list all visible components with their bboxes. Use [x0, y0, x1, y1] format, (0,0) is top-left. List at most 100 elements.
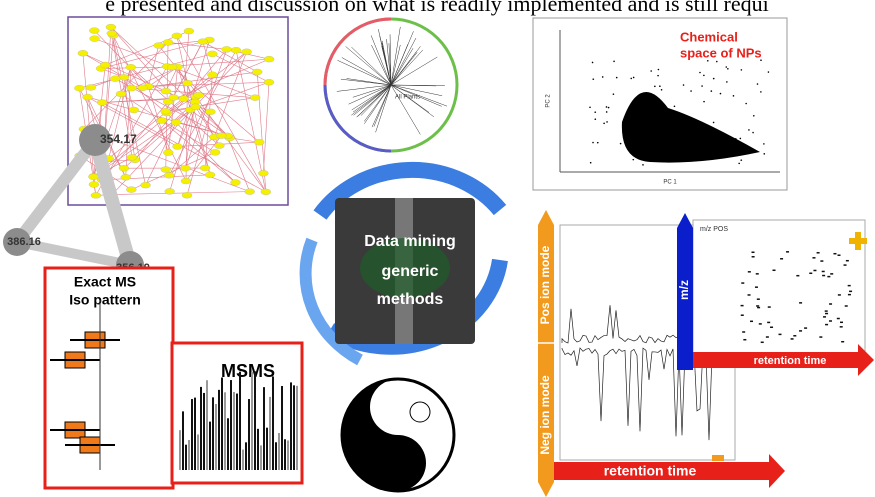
feature: [741, 282, 744, 284]
point: [703, 101, 705, 103]
node: [179, 96, 189, 102]
feature: [817, 252, 820, 254]
pca-annotation: space of NPs: [680, 45, 762, 60]
branch: [391, 48, 413, 85]
node: [182, 80, 192, 86]
y-label: PC 2: [546, 94, 552, 108]
point: [713, 122, 715, 124]
center-text: generic: [382, 263, 439, 280]
molecular-network-logo: [342, 379, 454, 491]
node-label: 354.17: [100, 132, 137, 146]
point: [643, 100, 645, 102]
point: [720, 93, 722, 95]
point: [662, 112, 664, 114]
point: [733, 95, 735, 97]
feature: [827, 276, 830, 278]
point: [716, 132, 718, 134]
node: [242, 49, 252, 55]
node: [126, 64, 136, 70]
branch: [371, 45, 391, 85]
feature: [829, 320, 832, 322]
center-text: Data mining: [364, 233, 456, 250]
legend: m/z POS: [700, 226, 728, 233]
feature: [822, 271, 825, 273]
node: [110, 76, 120, 82]
point: [726, 81, 728, 83]
feature: [848, 285, 851, 287]
feature: [779, 334, 782, 336]
feature: [786, 251, 789, 253]
node: [107, 30, 117, 36]
point: [763, 153, 765, 155]
node: [97, 100, 107, 106]
header-text: e presented and discussion on what is re…: [105, 0, 769, 16]
pca-annotation: Chemical: [680, 29, 738, 44]
feature: [757, 307, 760, 309]
node: [126, 187, 136, 193]
node: [250, 95, 260, 101]
point: [658, 69, 660, 71]
point: [589, 107, 591, 109]
point: [639, 110, 641, 112]
point: [630, 78, 632, 80]
node: [89, 28, 99, 34]
feature: [837, 318, 840, 320]
point: [680, 139, 682, 141]
node: [119, 74, 129, 80]
feature: [743, 339, 746, 341]
figure: e presented and discussion on what is re…: [0, 0, 875, 497]
node: [210, 149, 220, 155]
branch: [391, 57, 437, 85]
node: [91, 192, 101, 198]
branch: [391, 31, 414, 85]
feature: [825, 324, 828, 326]
feature: [819, 336, 822, 338]
feature: [751, 252, 754, 254]
point: [694, 140, 696, 142]
point: [753, 115, 755, 117]
point: [703, 75, 705, 77]
point: [752, 132, 754, 134]
feature: [799, 330, 802, 332]
feature: [822, 275, 825, 277]
feature: [820, 260, 823, 262]
feature: [748, 294, 751, 296]
point: [616, 77, 618, 79]
point: [666, 133, 668, 135]
node: [141, 182, 151, 188]
feature: [829, 303, 832, 305]
point: [606, 111, 608, 113]
feature: [741, 305, 744, 307]
node: [171, 119, 181, 125]
node: [90, 36, 100, 42]
node: [165, 188, 175, 194]
node-label: 386.16: [7, 236, 41, 248]
point: [674, 105, 676, 107]
node: [245, 189, 255, 195]
point: [716, 61, 718, 63]
node: [205, 109, 215, 115]
point: [661, 89, 663, 91]
point: [597, 142, 599, 144]
node: [230, 180, 240, 186]
point: [683, 84, 685, 86]
feature: [849, 291, 852, 293]
feature: [761, 342, 764, 344]
node: [78, 50, 88, 56]
node: [163, 39, 173, 45]
point: [635, 109, 637, 111]
node: [172, 33, 182, 39]
feature: [838, 294, 841, 296]
point: [632, 135, 634, 137]
feature: [773, 270, 776, 272]
node: [207, 51, 217, 57]
y-label: m/z: [677, 280, 691, 300]
ms-map-panel: m/z m/z POS retention time: [677, 213, 874, 376]
point: [711, 90, 713, 92]
feature: [757, 298, 760, 300]
point: [632, 159, 634, 161]
point: [760, 91, 762, 93]
node: [205, 172, 215, 178]
node: [119, 165, 129, 171]
feature: [841, 341, 844, 343]
